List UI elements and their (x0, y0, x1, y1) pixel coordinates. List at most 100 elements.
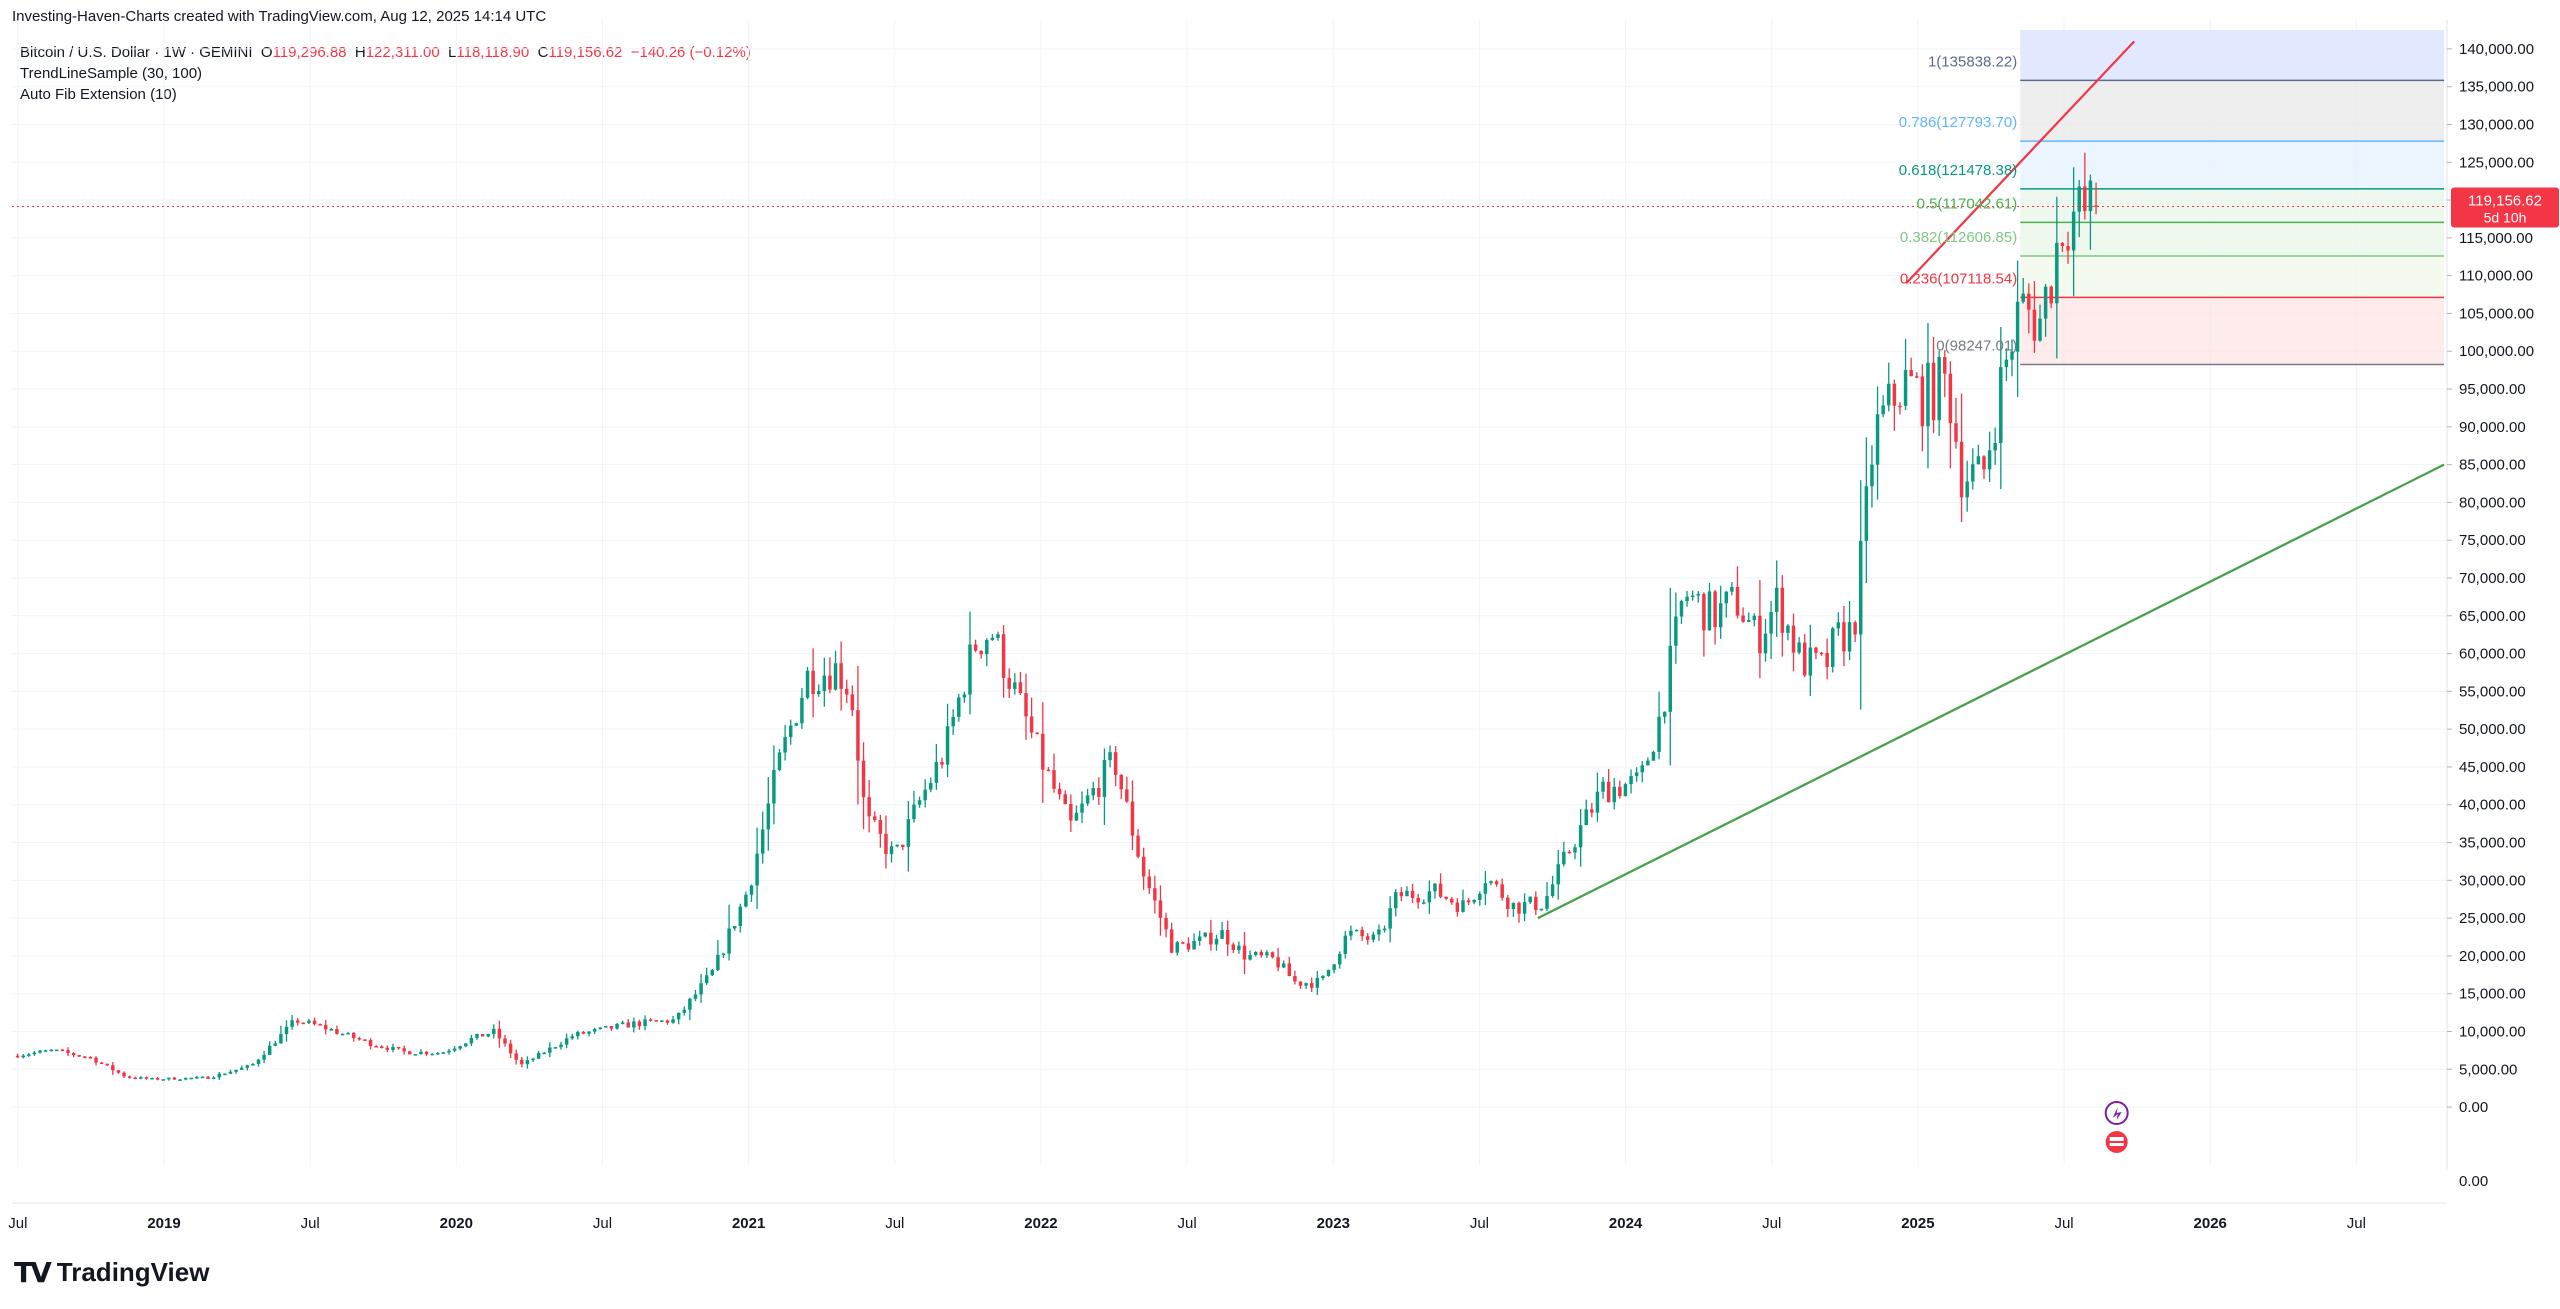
legend-symbol[interactable]: Bitcoin / U.S. Dollar · 1W · GEMINI (20, 44, 253, 61)
time-tick-label: 2025 (1901, 1215, 1934, 1232)
candle (800, 697, 804, 724)
candle (323, 1024, 328, 1030)
candle (1472, 899, 1476, 903)
candle (77, 1055, 81, 1057)
candle (161, 1079, 165, 1081)
time-tick-label: Jul (885, 1215, 904, 1232)
candle (1416, 897, 1420, 903)
candle (1926, 362, 1930, 427)
candle (1287, 963, 1292, 977)
candle (564, 1038, 569, 1045)
legend-indicator-fib[interactable]: Auto Fib Extension (10) (20, 86, 177, 103)
candle (1517, 902, 1521, 914)
candle (1041, 733, 1045, 770)
candle (1662, 711, 1667, 717)
economic-event-icon (2105, 1131, 2128, 1153)
legend-indicator-trendline[interactable]: TrendLineSample (30, 100) (20, 65, 203, 82)
candle (1606, 781, 1611, 803)
candle (346, 1032, 350, 1035)
candle (676, 1012, 681, 1020)
candle (206, 1076, 210, 1079)
fib-band (2020, 255, 2445, 298)
candle (1248, 954, 1252, 960)
candle (223, 1073, 227, 1076)
tradingview-logo[interactable]: TV TradingView (14, 1256, 209, 1289)
candle (1976, 456, 1981, 465)
candle (1657, 716, 1661, 752)
candle (632, 1021, 636, 1028)
time-axis[interactable]: Jul 2019 Jul 2020 Jul 2021 Jul 2022 Jul 2023 Jul 20… (8, 1202, 2447, 1232)
candle (1993, 443, 1997, 451)
candle (1349, 930, 1353, 936)
time-tick-label: 2019 (147, 1215, 180, 1232)
candle (1562, 851, 1566, 865)
candle (856, 710, 860, 761)
fib-label-0.786: 0.786(127793.70) (1899, 114, 2017, 131)
candle (508, 1043, 513, 1054)
candle (480, 1033, 485, 1037)
candle (1931, 362, 1936, 421)
candle (1259, 951, 1264, 956)
trend-lines[interactable] (1537, 40, 2445, 920)
candle (1528, 896, 1532, 903)
candle (1444, 896, 1448, 899)
candle (951, 716, 955, 727)
candle (1080, 803, 1084, 813)
fib-label-0.382: 0.382(112606.85) (1900, 229, 2017, 246)
legend-low-label: L (448, 44, 457, 61)
flag-stripe-icon (2109, 1143, 2124, 1146)
candle (559, 1044, 563, 1048)
tradingview-logo-text: TradingView (56, 1257, 210, 1287)
candle (1091, 787, 1095, 796)
candle (1371, 934, 1376, 940)
candle (1539, 908, 1544, 911)
candle (1763, 633, 1768, 654)
candle (1304, 983, 1308, 986)
candle (1584, 809, 1588, 826)
candle (1920, 376, 1925, 427)
candle (878, 820, 883, 834)
candle (116, 1070, 121, 1073)
candle (1203, 932, 1208, 937)
fib-label-0.618: 0.618(121478.38) (1899, 162, 2017, 179)
price-chart[interactable]: 1(135838.22) 0.786(127793.70) 0.618(121478… (0, 0, 2560, 1250)
candle (850, 694, 855, 711)
legend-low-value: 118,118.90 (456, 44, 530, 61)
candle (1842, 622, 1846, 652)
candle (1741, 615, 1745, 622)
candle (2004, 359, 2009, 368)
candle (83, 1056, 87, 1058)
candle (1948, 373, 1953, 424)
candle (1102, 760, 1107, 797)
candle (1999, 367, 2003, 444)
candle (402, 1048, 406, 1052)
candle (1438, 883, 1443, 897)
candle (27, 1054, 31, 1056)
price-tick-label: 80,000.00 (2459, 494, 2526, 511)
time-tick-label: 2026 (2194, 1215, 2227, 1232)
time-tick-label: Jul (1762, 1215, 1781, 1232)
price-axis[interactable]: 140,000.00 135,000.00 130,000.00 125,000.00… (2446, 20, 2559, 1190)
fib-band (2020, 297, 2445, 365)
candle (1780, 587, 1785, 633)
candle (391, 1046, 395, 1050)
candle (447, 1050, 451, 1053)
candle (2021, 293, 2025, 302)
candle (441, 1052, 446, 1054)
fib-extension[interactable] (2020, 30, 2445, 366)
price-tick-label: 115,000.00 (2459, 230, 2533, 247)
candle (660, 1020, 664, 1022)
candle (2083, 186, 2087, 212)
candle (424, 1051, 429, 1055)
candle (923, 789, 927, 801)
candle (1724, 591, 1729, 604)
price-tick-label: 125,000.00 (2459, 154, 2534, 171)
trendline-support (1537, 463, 2445, 920)
candle (2066, 246, 2070, 251)
legend-symbol-row[interactable]: Bitcoin / U.S. Dollar · 1W · GEMINI O119… (20, 42, 751, 63)
candle (732, 926, 737, 929)
candle (1506, 897, 1510, 910)
candle (1612, 786, 1616, 803)
candle (363, 1039, 367, 1042)
candle (2027, 293, 2031, 310)
